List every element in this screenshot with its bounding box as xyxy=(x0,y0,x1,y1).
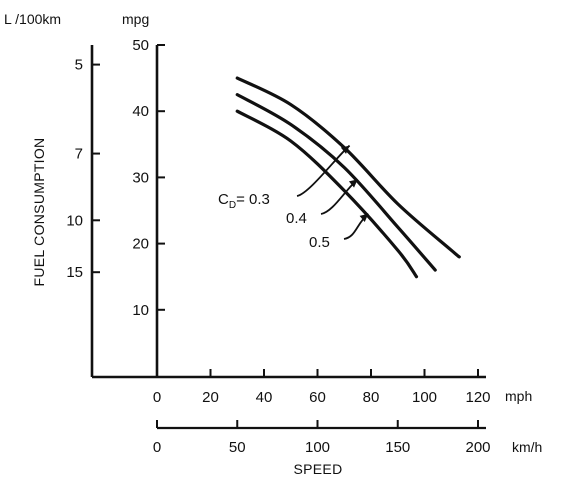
l100km-tick-label: 7 xyxy=(75,146,83,163)
mph-tick-label: 80 xyxy=(363,389,380,406)
l100km-tick-label: 15 xyxy=(66,264,83,281)
mpg-tick-label: 30 xyxy=(132,169,149,186)
kmh-tick-label: 200 xyxy=(465,439,490,456)
kmh-tick-label: 0 xyxy=(153,439,161,456)
mph-tick-label: 100 xyxy=(412,389,437,406)
mph-tick-label: 40 xyxy=(256,389,273,406)
cd-curve-1 xyxy=(235,93,437,272)
cd-curve-0 xyxy=(235,76,461,259)
curve-label-0: CD= 0.3 xyxy=(218,191,270,211)
mph-tick-label: 120 xyxy=(465,389,490,406)
curve-leader-arrow-0 xyxy=(340,145,350,154)
mpg-unit-label: mpg xyxy=(122,11,149,27)
l100km-tick-label: 5 xyxy=(75,57,83,74)
mph-tick-label: 0 xyxy=(153,389,161,406)
kmh-unit-label: km/h xyxy=(512,439,542,455)
curve-group xyxy=(235,76,461,279)
kmh-tick-label: 50 xyxy=(229,439,246,456)
x-axis-title: SPEED xyxy=(294,461,343,477)
kmh-tick-label: 150 xyxy=(385,439,410,456)
mpg-tick-label: 20 xyxy=(132,236,149,253)
l100km-unit-label: L /100km xyxy=(4,11,61,27)
mph-tick-label: 60 xyxy=(309,389,326,406)
curve-label-group: CD= 0.3 0.40.5 xyxy=(218,144,369,251)
curve-label-1: 0.4 xyxy=(286,210,307,227)
curve-label-2: 0.5 xyxy=(309,234,330,251)
mpg-tick-label: 50 xyxy=(132,37,149,54)
mph-unit-label: mph xyxy=(505,388,532,404)
mpg-tick-label: 10 xyxy=(132,302,149,319)
curve-leader-arrow-2 xyxy=(359,213,369,223)
axes-group xyxy=(90,45,486,430)
l100km-tick-label: 10 xyxy=(66,212,83,229)
mph-tick-label: 20 xyxy=(202,389,219,406)
y-axis-title: FUEL CONSUMPTION xyxy=(31,138,47,287)
cd-curve-2 xyxy=(235,109,419,279)
kmh-tick-label: 100 xyxy=(305,439,330,456)
curve-leader-arrow-1 xyxy=(348,179,358,188)
mpg-tick-label: 40 xyxy=(132,103,149,120)
